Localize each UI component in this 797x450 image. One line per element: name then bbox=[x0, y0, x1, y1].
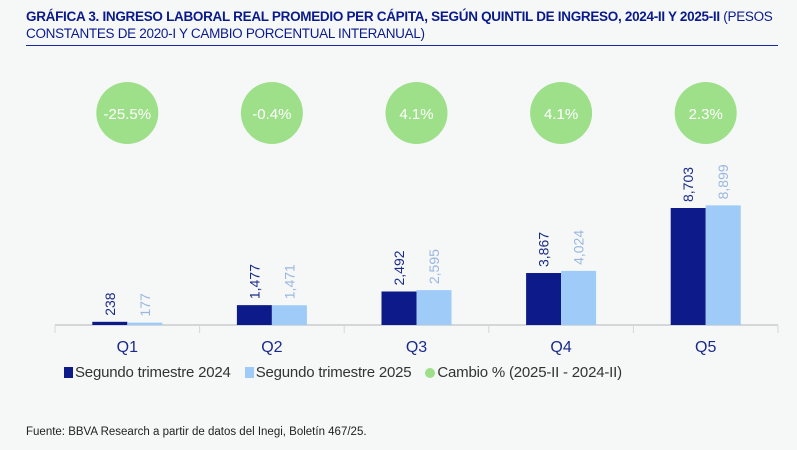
legend: Segundo trimestre 2024 Segundo trimestre… bbox=[64, 364, 622, 381]
legend-swatch bbox=[64, 367, 73, 378]
legend-swatch bbox=[425, 367, 436, 378]
bar-2024 bbox=[526, 273, 562, 325]
title-subtitle: (PESOS CONSTANTES DE 2020-I Y CAMBIO POR… bbox=[26, 9, 773, 41]
change-label: 4.1% bbox=[399, 106, 433, 123]
bar-2025 bbox=[271, 305, 307, 325]
bar-2024 bbox=[670, 208, 706, 325]
x-tick-label: Q4 bbox=[550, 339, 571, 356]
data-label: 2,492 bbox=[391, 250, 407, 285]
legend-item-change: Cambio % (2025-II - 2024-II) bbox=[425, 364, 622, 381]
change-bubble bbox=[385, 82, 448, 144]
data-label: 1,477 bbox=[246, 264, 262, 299]
legend-swatch bbox=[244, 367, 254, 378]
title-bold: GRÁFICA 3. INGRESO LABORAL REAL PROMEDIO… bbox=[26, 9, 720, 24]
bar-2025 bbox=[561, 270, 597, 325]
x-tick-label: Q2 bbox=[261, 339, 282, 356]
change-bubble bbox=[96, 82, 159, 144]
change-label: -0.4% bbox=[252, 106, 291, 123]
data-label: 2,595 bbox=[426, 249, 442, 284]
bar-2024 bbox=[92, 321, 128, 325]
source-note: Fuente: BBVA Research a partir de datos … bbox=[26, 426, 367, 438]
x-tick-label: Q3 bbox=[406, 339, 427, 356]
data-label: 3,867 bbox=[536, 232, 552, 267]
chart-title: GRÁFICA 3. INGRESO LABORAL REAL PROMEDIO… bbox=[26, 8, 778, 46]
bar-2025 bbox=[127, 322, 163, 325]
data-label: 4,024 bbox=[571, 230, 587, 265]
data-label: 1,471 bbox=[281, 264, 297, 299]
change-label: 2.3% bbox=[689, 106, 723, 123]
data-label: 8,899 bbox=[715, 164, 731, 199]
bar-2025 bbox=[416, 290, 452, 325]
change-label: 4.1% bbox=[544, 106, 578, 123]
legend-item-2024: Segundo trimestre 2024 bbox=[64, 364, 231, 381]
bar-chart: 238 177 Q1 -25.5% 1,477 1,471 Q2 -0.4% 2,492 2,59… bbox=[54, 82, 779, 356]
bar-2024 bbox=[381, 291, 417, 325]
legend-label: Segundo trimestre 2024 bbox=[75, 364, 231, 381]
data-label: 177 bbox=[137, 293, 153, 317]
x-tick-label: Q5 bbox=[695, 339, 716, 356]
legend-item-2025: Segundo trimestre 2025 bbox=[244, 364, 412, 381]
change-label: -25.5% bbox=[104, 106, 152, 123]
bar-2024 bbox=[236, 305, 272, 325]
x-tick-label: Q1 bbox=[117, 339, 138, 356]
legend-label: Cambio % (2025-II - 2024-II) bbox=[437, 364, 622, 381]
bar-2025 bbox=[705, 205, 741, 325]
change-bubble bbox=[530, 82, 593, 144]
change-bubble bbox=[240, 82, 303, 144]
data-label: 238 bbox=[102, 292, 118, 316]
legend-label: Segundo trimestre 2025 bbox=[255, 364, 412, 381]
data-label: 8,703 bbox=[680, 167, 696, 202]
change-bubble bbox=[674, 82, 737, 144]
